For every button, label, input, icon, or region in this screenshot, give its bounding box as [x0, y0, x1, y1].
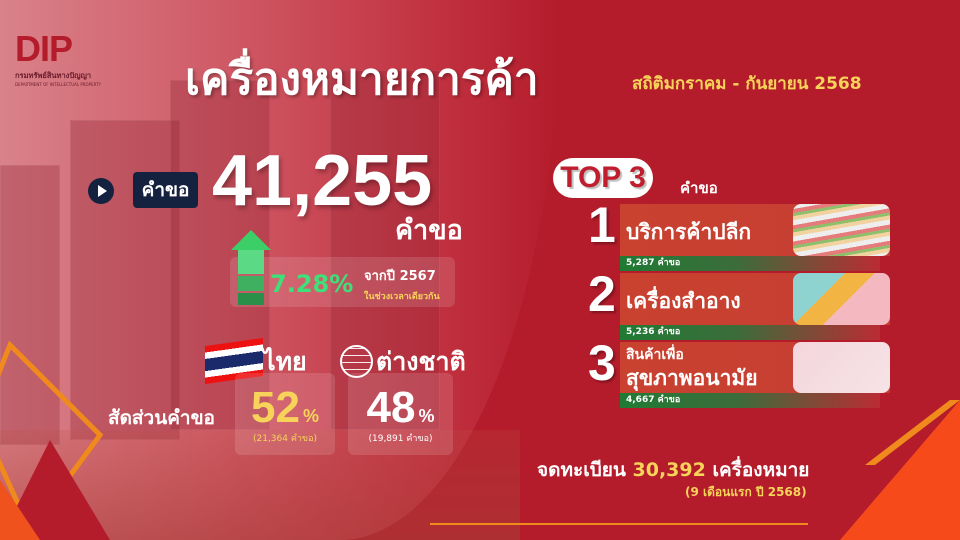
- cosmetics-image: [793, 273, 890, 325]
- period-subtitle: สถิติมกราคม - กันยายน 2568: [632, 74, 862, 94]
- requests-label: คำขอ: [133, 172, 198, 208]
- percent-sign: %: [418, 406, 435, 426]
- top3-item: สินค้าเพื่อ สุขภาพอนามัย: [620, 342, 890, 393]
- top3-item: เครื่องสำอาง: [620, 273, 890, 325]
- thai-label: ไทย: [263, 347, 307, 376]
- requests-total: 41,255: [212, 141, 433, 221]
- arrow-segment: [238, 250, 264, 274]
- orange-diamond-decoration: [0, 340, 110, 540]
- registered-suffix: เครื่องหมาย: [712, 459, 810, 481]
- foreign-count: (19,891 คำขอ): [368, 434, 433, 444]
- top3-unit: คำขอ: [680, 179, 718, 197]
- globe-icon: [340, 345, 373, 378]
- arrow-segment: [238, 293, 264, 305]
- growth-note: ในช่วงเวลาเดียวกัน: [364, 292, 440, 302]
- growth-compare: จากปี 2567: [364, 269, 436, 284]
- health-devices-image: [793, 342, 890, 393]
- rank-number: 1: [588, 197, 616, 253]
- item-count: 4,667 คำขอ: [620, 393, 880, 408]
- item-count: 5,287 คำขอ: [620, 256, 880, 271]
- share-label: สัดส่วนคำขอ: [108, 407, 215, 429]
- item-name-line2: สุขภาพอนามัย: [626, 366, 758, 390]
- percent-sign: %: [302, 406, 319, 426]
- registered-total: จดทะเบียน 30,392 เครื่องหมาย: [537, 455, 809, 485]
- thai-count: (21,364 คำขอ): [252, 434, 317, 444]
- page-title: เครื่องหมายการค้า: [185, 54, 539, 105]
- rank-number: 3: [588, 335, 616, 391]
- building-image: [0, 165, 60, 445]
- item-name: เครื่องสำอาง: [626, 289, 741, 313]
- supermarket-image: [793, 204, 890, 256]
- logo-mark: DIP: [15, 28, 73, 69]
- arrow-segment: [238, 276, 264, 291]
- foreign-percent: 48: [366, 383, 416, 432]
- item-name: บริการค้าปลีก: [626, 220, 752, 244]
- registered-note: (9 เดือนแรก ปี 2568): [685, 485, 807, 499]
- divider-line: [430, 523, 808, 525]
- foreign-share-box: 48% (19,891 คำขอ): [348, 373, 453, 455]
- item-count: 5,236 คำขอ: [620, 325, 880, 340]
- growth-panel: [230, 257, 455, 307]
- play-icon: [88, 178, 114, 204]
- growth-percent: 7.28%: [270, 270, 354, 298]
- item-name-line1: สินค้าเพื่อ: [626, 347, 684, 363]
- rank-number: 2: [588, 266, 616, 322]
- arrow-up-icon: [231, 230, 271, 250]
- top3-badge: TOP 3: [553, 158, 653, 198]
- requests-unit: คำขอ: [395, 215, 463, 246]
- thai-percent: 52: [251, 383, 300, 432]
- registered-value: 30,392: [632, 459, 706, 481]
- logo-english-name: DEPARTMENT OF INTELLECTUAL PROPERTY: [15, 82, 102, 87]
- orange-corner-decoration: [840, 400, 960, 540]
- thai-share-box: 52% (21,364 คำขอ): [235, 373, 335, 455]
- dip-logo: DIP กรมทรัพย์สินทางปัญญา DEPARTMENT OF I…: [15, 28, 102, 87]
- foreign-label: ต่างชาติ: [376, 347, 466, 376]
- top3-item: บริการค้าปลีก: [620, 204, 890, 256]
- registered-prefix: จดทะเบียน: [537, 459, 626, 481]
- logo-thai-name: กรมทรัพย์สินทางปัญญา: [15, 71, 92, 80]
